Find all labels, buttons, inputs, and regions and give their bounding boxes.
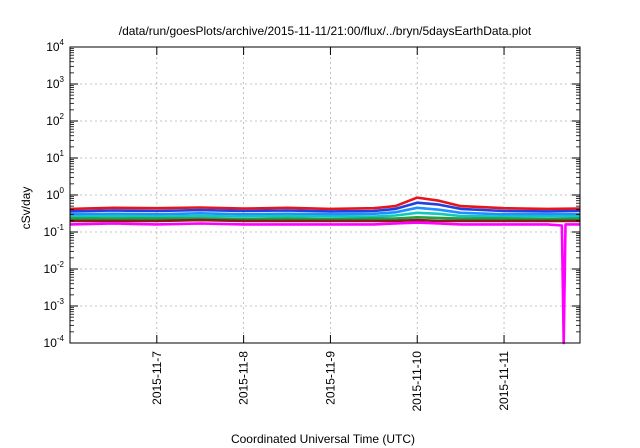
series-line-0 xyxy=(69,196,581,211)
series-line-3 xyxy=(69,211,580,218)
series-line-1 xyxy=(69,201,581,213)
x-axis-label: Coordinated Universal Time (UTC) xyxy=(231,432,415,446)
series-line-6 xyxy=(69,221,580,345)
y-axis-label: cSv/day xyxy=(19,187,33,230)
x-tick-label: 2015-11-10 xyxy=(410,351,424,412)
y-tick-label: 104 xyxy=(46,38,64,54)
x-tick-label: 2015-11-7 xyxy=(150,351,164,405)
series-lines xyxy=(69,196,581,345)
y-tick-label: 102 xyxy=(46,112,64,128)
series-line-2 xyxy=(69,206,580,216)
chart-title: /data/run/goesPlots/archive/2015-11-11/2… xyxy=(119,24,532,38)
y-tick-label: 10-1 xyxy=(44,223,65,239)
y-tick-label: 101 xyxy=(46,149,64,165)
x-tick-label: 2015-11-11 xyxy=(497,351,511,411)
y-tick-label: 10-3 xyxy=(44,297,65,313)
grid-lines xyxy=(70,47,580,343)
series-line-4 xyxy=(70,216,581,221)
y-tick-labels: 10-4 10-3 10-2 10-1 100 101 102 103 104 xyxy=(44,38,65,350)
x-tick-label: 2015-11-9 xyxy=(323,351,337,405)
y-tick-label: 10-2 xyxy=(44,260,65,276)
axis-ticks xyxy=(70,46,580,344)
x-tick-label: 2015-11-8 xyxy=(237,351,251,405)
y-tick-label: 103 xyxy=(46,75,64,91)
y-tick-label: 10-4 xyxy=(44,334,65,350)
series-line-5 xyxy=(70,218,580,223)
y-tick-label: 100 xyxy=(46,186,64,202)
x-tick-labels: 2015-11-7 2015-11-8 2015-11-9 2015-11-10 201… xyxy=(150,351,511,412)
